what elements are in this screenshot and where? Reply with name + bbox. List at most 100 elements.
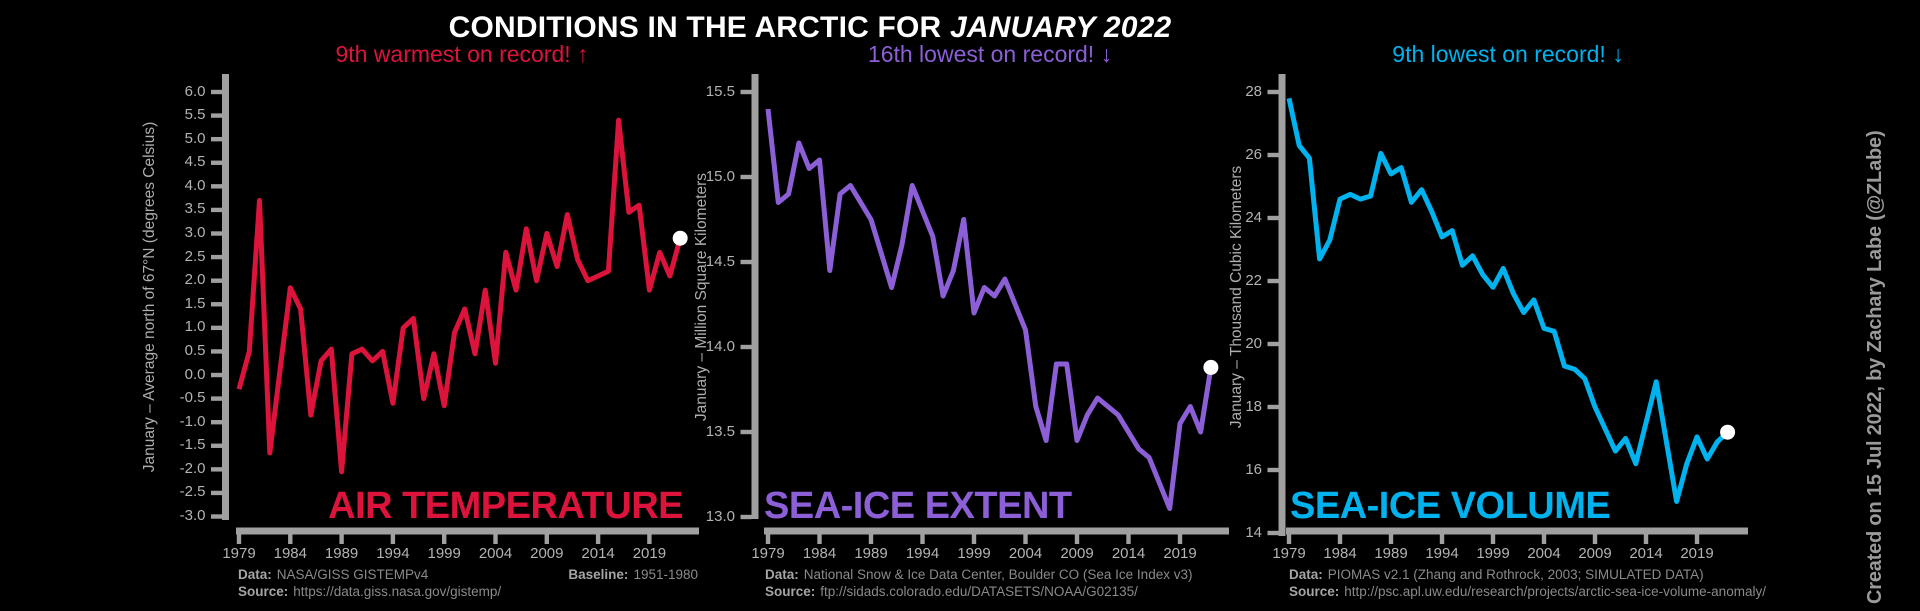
extent-y-tick [740, 89, 752, 95]
volume-x-axis-spine [1286, 527, 1748, 535]
temperature-x-tick [339, 534, 344, 544]
temperature-y-tick [211, 490, 222, 496]
volume-x-tick [1286, 534, 1292, 544]
extent-x-tick-label: 1994 [905, 545, 940, 562]
volume-y-tick-label: 16 [1245, 460, 1262, 478]
volume-x-tick [1694, 534, 1700, 544]
extent-y-tick [740, 514, 752, 520]
extent-x-tick [920, 534, 925, 544]
temperature-y-tick [211, 231, 222, 236]
sea-ice-extent-chart-label: SEA-ICE EXTENT [764, 485, 1072, 527]
temperature-y-tick-label: 0.5 [184, 341, 206, 359]
volume-y-tick [1267, 215, 1279, 221]
volume-y-tick [1267, 404, 1279, 410]
volume-y-tick [1267, 89, 1279, 95]
sea-ice-extent-subtitle: 16th lowest on record! ↓ [867, 41, 1113, 67]
temperature-y-tick-label: 6.0 [184, 82, 206, 100]
data-value: NASA/GISS GISTEMPv4 [276, 567, 429, 582]
extent-x-tick-label: 2009 [1060, 545, 1094, 562]
volume-x-tick-label: 1984 [1323, 545, 1357, 562]
volume-y-tick-label: 18 [1245, 397, 1262, 415]
extent-x-tick [765, 534, 771, 544]
volume-x-tick [1490, 534, 1496, 544]
volume-x-tick [1592, 534, 1598, 544]
temperature-x-tick [493, 534, 498, 544]
extent-x-tick [1177, 534, 1183, 544]
volume-x-tick-label: 2009 [1578, 545, 1612, 562]
temperature-x-tick [442, 534, 447, 544]
extent-y-tick-label: 14.0 [705, 337, 735, 355]
temperature-y-tick [211, 160, 222, 165]
volume-x-tick-label: 1994 [1425, 545, 1459, 562]
volume-y-tick-label: 20 [1245, 334, 1262, 352]
volume-x-tick-label: 2019 [1680, 545, 1714, 562]
volume-y-tick [1267, 467, 1279, 473]
volume-x-tick [1439, 534, 1445, 544]
air-temperature-subtitle: 9th warmest on record! ↑ [335, 41, 589, 67]
temperature-y-tick-label: -1.5 [179, 436, 206, 454]
volume-y-tick-label: 14 [1245, 523, 1262, 541]
footer-data-row: Data: PIOMAS v2.1 (Zhang and Rothrock, 20… [1289, 567, 1766, 584]
extent-line [765, 108, 1214, 511]
temperature-y-tick-label: 2.0 [184, 271, 206, 289]
temperature-latest-value-dot [672, 230, 688, 246]
temperature-y-tick-label: 5.0 [184, 129, 206, 147]
temperature-x-tick-label: 1999 [427, 545, 461, 562]
volume-y-tick [1267, 152, 1279, 158]
volume-x-tick-label: 1989 [1374, 545, 1408, 562]
temperature-x-tick [544, 534, 549, 544]
footer-source-row: Source: http://psc.apl.uw.edu/research/pr… [1289, 584, 1766, 601]
volume-y-axis-spine [1278, 74, 1286, 536]
temperature-y-tick-label: 4.0 [184, 176, 206, 194]
data-value: National Snow & Ice Data Center, Boulder… [803, 567, 1193, 582]
extent-y-tick-label: 13.0 [705, 507, 735, 525]
extent-x-axis-spine [764, 527, 1229, 535]
footer-data-row: Data: NASA/GISS GISTEMPv4 [238, 567, 501, 584]
temperature-y-tick [211, 254, 222, 260]
volume-x-tick-label: 1979 [1272, 545, 1306, 562]
data-label: Data: [238, 567, 272, 582]
sea-ice-volume-y-axis-title: January – Thousand Cubic Kilometers [1228, 165, 1245, 429]
extent-x-tick-label: 1989 [854, 545, 888, 562]
extent-y-tick-label: 14.5 [705, 252, 735, 270]
extent-x-tick-label: 2019 [1163, 545, 1197, 562]
temperature-y-tick [211, 443, 222, 448]
temperature-y-tick [211, 207, 222, 213]
temperature-x-axis-spine [236, 527, 699, 535]
footer-source-row: Source: ftp://sidads.colorado.edu/DATASET… [765, 584, 1192, 601]
volume-y-tick [1267, 278, 1279, 284]
temperature-y-tick-label: 1.5 [184, 294, 206, 312]
air-temperature-chart-label: AIR TEMPERATURE [328, 485, 683, 527]
temperature-x-tick-label: 1979 [222, 545, 256, 562]
temperature-x-tick-label: 2014 [581, 545, 615, 562]
volume-y-tick-label: 28 [1245, 82, 1262, 100]
extent-x-tick-label: 1999 [957, 545, 991, 562]
temperature-y-tick [211, 467, 222, 472]
temperature-y-tick-label: -1.0 [179, 412, 206, 430]
volume-y-tick-label: 26 [1245, 145, 1262, 163]
temperature-y-tick-label: 2.5 [184, 247, 206, 265]
temperature-y-tick [211, 419, 222, 425]
temperature-line [236, 117, 683, 475]
temperature-y-tick-label: -3.0 [179, 507, 206, 525]
source-value: https://data.giss.nasa.gov/gistemp/ [293, 583, 502, 599]
temperature-x-tick [595, 534, 601, 544]
temperature-x-tick-label: 2019 [632, 545, 667, 562]
extent-y-tick [740, 429, 752, 435]
volume-x-tick-label: 2004 [1527, 545, 1561, 562]
source-label: Source: [238, 583, 289, 599]
volume-x-tick [1388, 534, 1394, 544]
sea-ice-extent-footer: Data: National Snow & Ice Data Center, Bo… [765, 567, 1192, 600]
volume-y-tick-label: 24 [1245, 208, 1262, 226]
temperature-y-tick-label: 5.5 [184, 106, 206, 124]
temperature-y-axis-spine [222, 74, 229, 520]
volume-line [1286, 97, 1730, 504]
volume-y-tick [1267, 341, 1279, 347]
volume-x-tick-label: 1999 [1476, 545, 1510, 562]
sea-ice-volume-footer: Data: PIOMAS v2.1 (Zhang and Rothrock, 20… [1289, 567, 1766, 600]
temperature-y-tick-label: 1.0 [184, 318, 206, 336]
temperature-x-tick-label: 1989 [324, 545, 359, 562]
air-temperature-footer: Data: NASA/GISS GISTEMPv4 Source: https://… [238, 567, 501, 600]
temperature-y-tick-label: -2.5 [179, 483, 206, 501]
